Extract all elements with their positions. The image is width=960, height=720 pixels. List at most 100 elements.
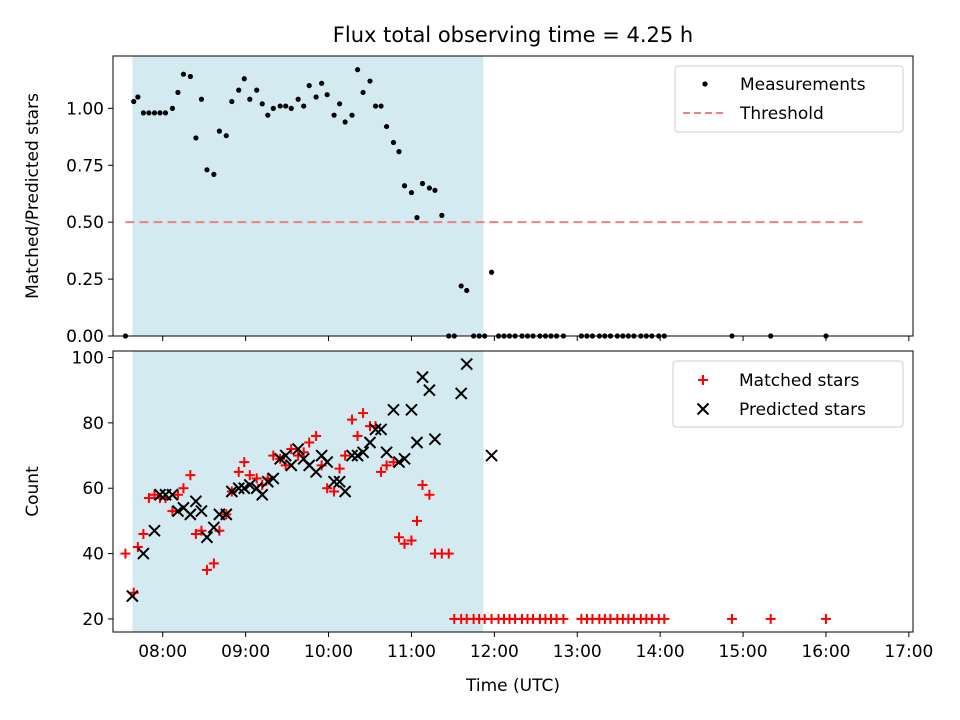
measurement-point — [367, 78, 373, 84]
measurement-point — [157, 110, 163, 116]
predicted-star-point-stroke — [220, 508, 233, 521]
predicted-star-point — [320, 455, 334, 469]
predicted-star-point-stroke — [374, 423, 388, 436]
top-y-axis-label: Matched/Predicted stars — [23, 93, 43, 299]
predicted-star-point — [387, 403, 400, 417]
top-legend: Measurements Threshold — [674, 65, 904, 133]
y-tick-label: 40 — [82, 545, 104, 565]
x-tick-label: 08:00 — [138, 642, 187, 662]
matched-star-point — [311, 430, 322, 441]
measurement-point — [216, 128, 222, 134]
measurement-point — [372, 103, 379, 109]
predicted-star-point-stroke — [195, 504, 208, 518]
measurement-point — [229, 98, 235, 105]
bottom-y-ticks: 20 40 60 80 100 — [72, 349, 113, 630]
matched-star-point — [304, 437, 315, 448]
predicted-star-point-stroke — [273, 452, 287, 466]
predicted-star-point — [279, 449, 292, 462]
matched-star-point — [233, 466, 244, 477]
measurement-point — [175, 89, 181, 96]
measurements-legend-label: Measurements — [740, 75, 866, 95]
x-tick-label: 10:00 — [304, 642, 353, 662]
predicted-star-point — [369, 423, 382, 436]
predicted-star-point — [351, 449, 364, 462]
predicted-star-point — [392, 455, 406, 469]
matched-star-point — [244, 470, 255, 481]
measurement-point — [277, 103, 283, 109]
predicted-star-point-stroke — [137, 547, 150, 560]
predicted-star-point-stroke — [291, 442, 305, 456]
predicted-star-point — [327, 475, 341, 488]
measurement-point — [204, 167, 210, 173]
predicted-stars-legend-marker — [696, 402, 710, 416]
predicted-star-point — [267, 472, 280, 485]
measurement-point — [319, 80, 325, 86]
predicted-star-point — [363, 436, 377, 449]
predicted-star-point-stroke — [189, 495, 203, 508]
measurement-point — [140, 110, 146, 116]
predicted-star-point — [423, 384, 436, 397]
measurement-point — [211, 171, 217, 177]
x-tick-label: 16:00 — [801, 642, 850, 662]
measurement-point — [283, 103, 289, 109]
measurement-point — [488, 269, 495, 275]
measurement-point — [313, 94, 319, 100]
predicted-star-point — [232, 482, 245, 495]
y-tick-label: 60 — [82, 479, 104, 499]
x-tick-label: 15:00 — [719, 642, 768, 662]
matched-star-point — [322, 483, 333, 494]
predicted-star-point — [243, 478, 256, 492]
top-panel: 0.00 0.25 0.50 0.75 1.00 Flux total observin… — [23, 23, 914, 347]
measurement-point — [193, 135, 199, 141]
x-tick-label: 14:00 — [636, 642, 685, 662]
matched-star-point — [820, 613, 831, 624]
y-tick-label: 80 — [82, 414, 104, 434]
predicted-star-point-stroke — [256, 488, 269, 501]
measurement-point — [198, 96, 205, 102]
matched-star-point — [399, 538, 410, 549]
x-tick-label: 13:00 — [553, 642, 602, 662]
predicted-star-point — [153, 488, 167, 501]
measurement-point — [354, 67, 361, 73]
predicted-star-point — [166, 488, 179, 501]
bottom-panel: 08:00 09:00 10:00 11:00 12:00 13:00 14:00 15:00… — [23, 349, 933, 696]
measurement-point — [265, 112, 271, 118]
matched-stars-legend-marker — [698, 375, 708, 385]
matched-star-point — [196, 525, 207, 536]
bottom-legend-box — [672, 360, 904, 428]
matched-star-point — [120, 548, 131, 559]
matched-star-point — [381, 460, 392, 471]
measurement-point — [241, 76, 247, 82]
measurement-point — [236, 87, 242, 93]
measurement-point — [151, 110, 158, 116]
measurement-point — [180, 71, 187, 77]
predicted-star-point — [380, 446, 393, 459]
measurement-point — [390, 139, 397, 146]
measurement-point — [146, 110, 152, 116]
measurement-point — [396, 149, 402, 155]
y-tick-label: 100 — [72, 349, 104, 369]
predicted-star-point — [485, 449, 498, 462]
measurement-point — [414, 215, 420, 221]
measurement-point — [432, 187, 438, 193]
predicted-star-point-stroke — [238, 482, 251, 495]
y-tick-label: 20 — [82, 610, 104, 630]
predicted-star-point — [126, 589, 139, 603]
predicted-star-point — [285, 459, 298, 472]
predicted-star-point — [171, 504, 185, 518]
predicted-star-point-stroke — [171, 504, 185, 518]
matched-star-point — [406, 535, 417, 546]
measurement-point — [131, 98, 137, 105]
x-tick-label: 12:00 — [470, 642, 519, 662]
bottom-x-ticks: 08:00 09:00 10:00 11:00 12:00 13:00 14:00 15:00… — [138, 632, 933, 662]
matched-star-point — [167, 506, 178, 517]
predicted-star-point-stroke — [200, 531, 214, 544]
predicted-star-point — [460, 357, 473, 371]
observing-window-span — [132, 56, 484, 336]
measurement-point — [342, 119, 348, 125]
predicted-star-point — [256, 488, 269, 501]
matched-star-point — [143, 493, 154, 504]
predicted-star-point-stroke — [184, 508, 197, 521]
predicted-stars-legend-label: Predicted stars — [739, 400, 866, 420]
y-tick-label: 0.75 — [66, 156, 104, 176]
